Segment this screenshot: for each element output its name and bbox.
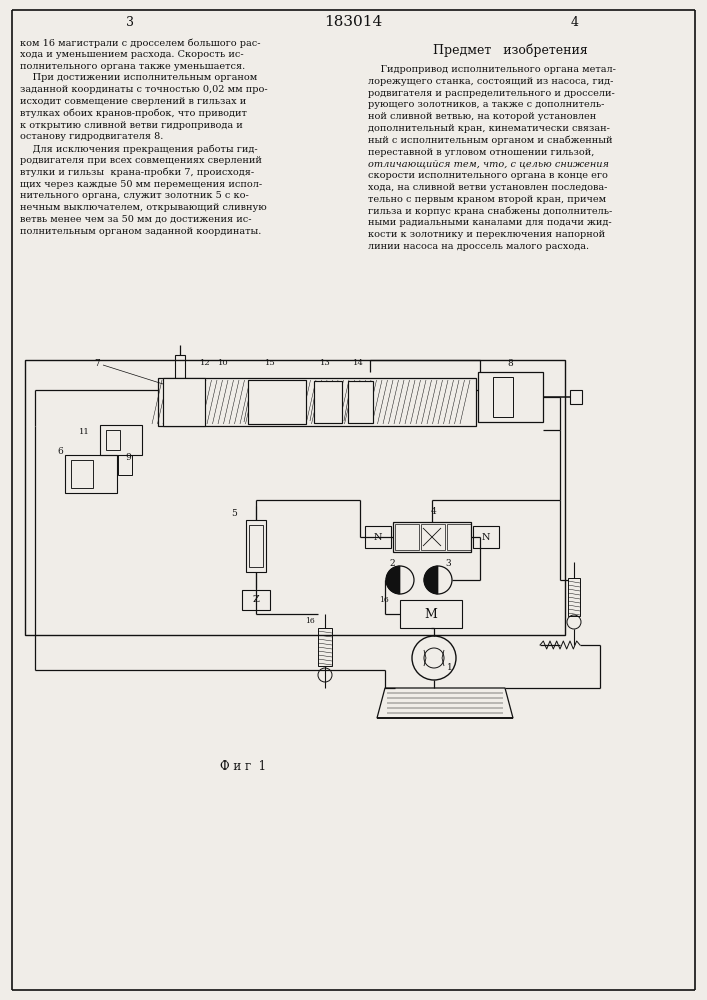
Text: M: M xyxy=(425,607,438,620)
Text: 6: 6 xyxy=(57,448,63,456)
Text: родвигателя при всех совмещениях сверлений: родвигателя при всех совмещениях сверлен… xyxy=(20,156,262,165)
Text: 3: 3 xyxy=(445,558,451,568)
Bar xyxy=(106,430,120,450)
Text: нечным выключателем, открывающий сливную: нечным выключателем, открывающий сливную xyxy=(20,203,267,212)
Bar xyxy=(393,522,471,552)
Text: рующего золотников, а также с дополнитель-: рующего золотников, а также с дополнител… xyxy=(368,100,604,109)
Text: 3: 3 xyxy=(126,15,134,28)
Text: При достижении исполнительным органом: При достижении исполнительным органом xyxy=(20,73,257,82)
Wedge shape xyxy=(386,566,400,594)
Text: к открытию сливной ветви гидропривода и: к открытию сливной ветви гидропривода и xyxy=(20,121,243,130)
Text: 4: 4 xyxy=(431,508,437,516)
Bar xyxy=(318,628,332,666)
Text: втулках обоих кранов-пробок, что приводит: втулках обоих кранов-пробок, что приводи… xyxy=(20,109,247,118)
Text: 8: 8 xyxy=(507,360,513,368)
Text: 15: 15 xyxy=(264,359,275,367)
Text: 16: 16 xyxy=(305,617,315,625)
Bar xyxy=(395,524,419,550)
Bar xyxy=(478,372,543,422)
Text: 12: 12 xyxy=(199,359,210,367)
Bar xyxy=(158,378,476,426)
Text: дополнительный кран, кинематически связан-: дополнительный кран, кинематически связа… xyxy=(368,124,610,133)
Text: втулки и гильзы  крана-пробки 7, происходя-: втулки и гильзы крана-пробки 7, происход… xyxy=(20,168,254,177)
Text: Предмет   изобретения: Предмет изобретения xyxy=(433,43,588,57)
Text: 13: 13 xyxy=(320,359,330,367)
Text: заданной координаты с точностью 0,02 мм про-: заданной координаты с точностью 0,02 мм … xyxy=(20,85,268,94)
Bar xyxy=(175,355,185,380)
Text: ной сливной ветвью, на которой установлен: ной сливной ветвью, на которой установле… xyxy=(368,112,596,121)
Bar xyxy=(168,393,184,421)
Text: ный с исполнительным органом и снабженный: ный с исполнительным органом и снабженны… xyxy=(368,136,612,145)
Text: 2: 2 xyxy=(389,558,395,568)
Text: хода, на сливной ветви установлен последова-: хода, на сливной ветви установлен послед… xyxy=(368,183,607,192)
Text: отличающийся тем, что, с целью снижения: отличающийся тем, что, с целью снижения xyxy=(368,159,609,168)
Bar xyxy=(163,378,205,426)
Text: исходит совмещение сверлений в гильзах и: исходит совмещение сверлений в гильзах и xyxy=(20,97,246,106)
Text: гильза и корпус крана снабжены дополнитель-: гильза и корпус крана снабжены дополните… xyxy=(368,207,612,216)
Text: N: N xyxy=(481,532,490,542)
Text: останову гидродвигателя 8.: останову гидродвигателя 8. xyxy=(20,132,163,141)
Text: 5: 5 xyxy=(231,510,237,518)
Wedge shape xyxy=(424,566,438,594)
Bar xyxy=(473,526,499,548)
Bar xyxy=(447,524,471,550)
Text: Z: Z xyxy=(252,595,259,604)
Bar xyxy=(400,600,462,628)
Text: переставной в угловом отношении гильзой,: переставной в угловом отношении гильзой, xyxy=(368,148,595,157)
Text: полнительным органом заданной координаты.: полнительным органом заданной координаты… xyxy=(20,227,262,236)
Bar xyxy=(248,380,306,424)
Bar xyxy=(493,377,513,417)
Text: ными радиальными каналами для подачи жид-: ными радиальными каналами для подачи жид… xyxy=(368,218,612,227)
Bar xyxy=(100,425,142,455)
Text: родвигателя и распределительного и дроссели-: родвигателя и распределительного и дросс… xyxy=(368,89,615,98)
Bar xyxy=(118,455,132,475)
Bar xyxy=(568,578,580,616)
Text: линии насоса на дроссель малого расхода.: линии насоса на дроссель малого расхода. xyxy=(368,242,589,251)
Text: 11: 11 xyxy=(78,428,89,436)
Bar xyxy=(421,524,445,550)
Bar xyxy=(25,360,565,635)
Bar xyxy=(365,526,391,548)
Bar xyxy=(71,460,93,488)
Bar xyxy=(249,525,263,567)
Text: нительного органа, служит золотник 5 с ко-: нительного органа, служит золотник 5 с к… xyxy=(20,191,249,200)
Text: 16: 16 xyxy=(379,596,389,604)
Bar xyxy=(314,381,342,423)
Text: 10: 10 xyxy=(218,359,228,367)
Text: ком 16 магистрали с дросселем большого рас-: ком 16 магистрали с дросселем большого р… xyxy=(20,38,260,47)
Bar xyxy=(570,390,582,404)
Bar xyxy=(348,381,373,423)
Bar xyxy=(246,520,266,572)
Text: хода и уменьшением расхода. Скорость ис-: хода и уменьшением расхода. Скорость ис- xyxy=(20,50,244,59)
Text: полнительного органа также уменьшается.: полнительного органа также уменьшается. xyxy=(20,62,245,71)
Text: ветвь менее чем за 50 мм до достижения ис-: ветвь менее чем за 50 мм до достижения и… xyxy=(20,215,252,224)
Text: 1: 1 xyxy=(447,664,453,672)
Text: N: N xyxy=(374,532,382,542)
Text: лорежущего станка, состоящий из насоса, гид-: лорежущего станка, состоящий из насоса, … xyxy=(368,77,614,86)
Bar xyxy=(65,455,117,493)
Text: Для исключения прекращения работы гид-: Для исключения прекращения работы гид- xyxy=(20,144,257,154)
Text: скорости исполнительного органа в конце его: скорости исполнительного органа в конце … xyxy=(368,171,608,180)
Text: 183014: 183014 xyxy=(324,15,382,29)
Text: тельно с первым краном второй кран, причем: тельно с первым краном второй кран, прич… xyxy=(368,195,606,204)
Text: 4: 4 xyxy=(571,15,579,28)
Bar xyxy=(242,590,270,610)
Text: Ф и г  1: Ф и г 1 xyxy=(220,760,266,773)
Text: кости к золотнику и переключения напорной: кости к золотнику и переключения напорно… xyxy=(368,230,605,239)
Text: 7: 7 xyxy=(94,359,100,367)
Text: 14: 14 xyxy=(353,359,363,367)
Text: 9: 9 xyxy=(125,454,131,462)
Text: щих через каждые 50 мм перемещения испол-: щих через каждые 50 мм перемещения испол… xyxy=(20,180,262,189)
Text: Гидропривод исполнительного органа метал-: Гидропривод исполнительного органа метал… xyxy=(368,65,616,74)
